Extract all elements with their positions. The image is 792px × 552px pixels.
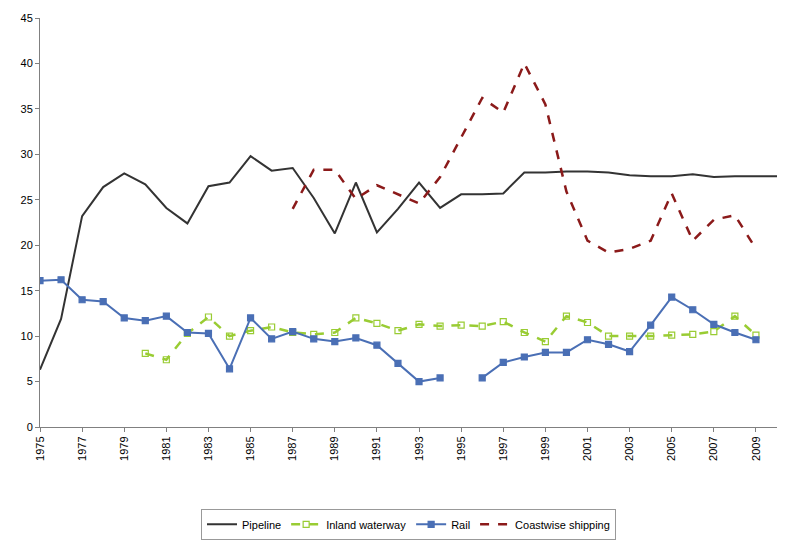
svg-text:45: 45 — [21, 12, 33, 24]
svg-text:Inland waterway: Inland waterway — [326, 519, 406, 531]
svg-text:1975: 1975 — [34, 436, 46, 460]
svg-text:1985: 1985 — [244, 436, 256, 460]
svg-text:15: 15 — [21, 285, 33, 297]
svg-text:2009: 2009 — [750, 436, 762, 460]
svg-text:2003: 2003 — [623, 436, 635, 460]
svg-text:40: 40 — [21, 57, 33, 69]
svg-text:25: 25 — [21, 194, 33, 206]
svg-text:1993: 1993 — [413, 436, 425, 460]
svg-text:2007: 2007 — [707, 436, 719, 460]
svg-text:2001: 2001 — [581, 436, 593, 460]
svg-text:1987: 1987 — [286, 436, 298, 460]
svg-text:Rail: Rail — [451, 519, 470, 531]
svg-text:20: 20 — [21, 239, 33, 251]
svg-text:10: 10 — [21, 330, 33, 342]
svg-text:1981: 1981 — [160, 436, 172, 460]
svg-text:1979: 1979 — [118, 436, 130, 460]
svg-text:Pipeline: Pipeline — [242, 519, 281, 531]
svg-text:1999: 1999 — [539, 436, 551, 460]
svg-text:Coastwise shipping: Coastwise shipping — [515, 519, 610, 531]
svg-text:1983: 1983 — [202, 436, 214, 460]
svg-text:2005: 2005 — [665, 436, 677, 460]
svg-text:1995: 1995 — [455, 436, 467, 460]
svg-text:1977: 1977 — [76, 436, 88, 460]
svg-text:1989: 1989 — [328, 436, 340, 460]
svg-text:5: 5 — [27, 375, 33, 387]
svg-text:0: 0 — [27, 421, 33, 433]
svg-text:35: 35 — [21, 103, 33, 115]
svg-text:1991: 1991 — [370, 436, 382, 460]
svg-text:1997: 1997 — [497, 436, 509, 460]
svg-text:30: 30 — [21, 148, 33, 160]
